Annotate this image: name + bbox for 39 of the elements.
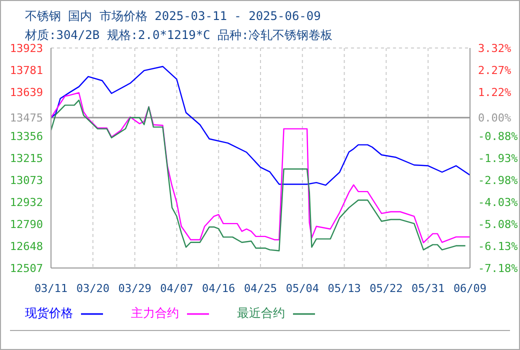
y-tick-label: 13639 [10,86,43,100]
y2-tick-label: 3.32% [478,42,512,55]
x-tick-label: 05/31 [412,282,445,295]
x-tick-label: 04/16 [202,282,236,295]
legend-label: 主力合约 [131,305,179,322]
chart-subtitle: 材质:304/2B 规格:2.0*1219*C 品种:冷轧不锈钢卷板 [25,27,333,44]
y2-tick-label: 1.22% [478,86,512,99]
y-tick-label: 13923 [10,42,43,55]
y-tick-label: 13781 [10,64,43,78]
y2-tick-label: -2.98% [478,174,518,187]
y2-tick-label: -7.18% [478,262,518,275]
y-tick-label: 13475 [10,112,43,125]
y2-tick-label: -0.88% [478,130,518,143]
x-tick-label: 06/09 [453,282,487,295]
y2-tick-label: -6.13% [478,240,518,253]
x-tick-label: 03/11 [34,282,68,295]
y-tick-label: 13073 [10,174,43,188]
y-tick-label: 12790 [10,218,43,232]
x-tick-label: 05/22 [370,282,403,295]
y-tick-label: 13356 [10,130,43,144]
y-tick-label: 12507 [10,262,43,275]
y2-tick-label: -5.08% [478,218,518,231]
chart-title: 不锈钢 国内 市场价格 2025-03-11 - 2025-06-09 [25,8,321,25]
x-tick-label: 03/29 [118,282,152,295]
y2-tick-label: 2.27% [478,64,512,77]
y-tick-label: 13215 [10,152,43,165]
y2-tick-label: -1.93% [478,152,518,165]
y2-tick-label: -4.03% [478,196,518,209]
line-series [51,66,470,186]
x-tick-label: 05/13 [328,282,361,295]
x-tick-label: 04/25 [244,282,278,295]
x-tick-label: 04/07 [160,282,194,295]
x-tick-label: 05/04 [286,282,320,295]
x-tick-label: 03/20 [76,282,110,295]
y-tick-label: 12648 [10,240,43,254]
legend-label: 最近合约 [237,305,285,322]
y-tick-label: 12932 [10,196,43,209]
y2-tick-label: 0.00% [478,112,512,125]
legend-label: 现货价格 [25,305,73,322]
